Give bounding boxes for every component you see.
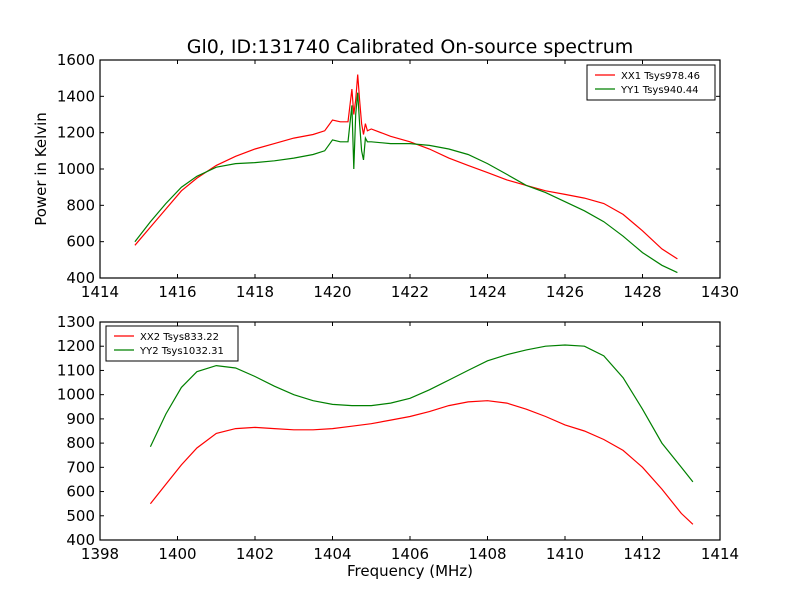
legend-entry: YY1 Tsys940.44 (620, 85, 699, 96)
x-tick-label: 1416 (158, 283, 196, 301)
y-tick-label: 800 (66, 434, 95, 452)
y-axis-label: Power in Kelvin (32, 112, 50, 226)
y-tick-label: 1600 (57, 51, 95, 69)
y-tick-label: 800 (66, 196, 95, 214)
y-tick-label: 400 (66, 531, 95, 549)
x-tick-label: 1412 (623, 545, 661, 563)
legend-entry: XX1 Tsys978.46 (621, 71, 700, 82)
bottom-plot: 1398 1400 1402 1404 1406 1408 1410 1412 1414 400 5… (57, 313, 739, 580)
y-tick-label: 900 (66, 410, 95, 428)
x-tick-label: 1418 (236, 283, 274, 301)
x-tick-label: 1402 (236, 545, 274, 563)
y-tick-label: 1200 (57, 337, 95, 355)
x-tick-label: 1424 (468, 283, 506, 301)
y-tick-label: 700 (66, 458, 95, 476)
x-tick-label: 1426 (546, 283, 584, 301)
x-tick-label: 1400 (158, 545, 196, 563)
legend-entry: XX2 Tsys833.22 (140, 332, 219, 343)
x-tick-label: 1430 (701, 283, 739, 301)
series-line-xx (134, 74, 678, 260)
legend-box (105, 325, 239, 362)
top-plot: 1414 1416 1418 1420 1422 1424 1426 1428 1430 400 6… (32, 51, 739, 301)
series-line-yy (134, 92, 678, 274)
x-tick-label: 1422 (391, 283, 429, 301)
y-tick-label: 1300 (57, 313, 95, 331)
y-tick-label: 1000 (57, 160, 95, 178)
legend-box (586, 64, 716, 101)
series-line-xx (149, 400, 694, 525)
chart-title: Gl0, ID:131740 Calibrated On-source spec… (187, 36, 634, 58)
x-tick-label: 1398 (81, 545, 119, 563)
y-tick-label: 1000 (57, 386, 95, 404)
y-tick-label: 600 (66, 483, 95, 501)
legend-entry: YY2 Tsys1032.31 (139, 346, 224, 357)
y-tick-label: 600 (66, 233, 95, 251)
x-tick-label: 1428 (623, 283, 661, 301)
y-tick-label: 1100 (57, 361, 95, 379)
x-tick-label: 1406 (391, 545, 429, 563)
x-tick-label: 1408 (468, 545, 506, 563)
y-tick-label: 500 (66, 507, 95, 525)
y-tick-label: 1200 (57, 124, 95, 142)
y-tick-label: 1400 (57, 87, 95, 105)
x-tick-label: 1420 (313, 283, 351, 301)
series-line-yy (149, 344, 694, 483)
y-tick-label: 400 (66, 269, 95, 287)
x-tick-label: 1414 (81, 283, 119, 301)
x-tick-label: 1410 (546, 545, 584, 563)
x-tick-label: 1414 (701, 545, 739, 563)
x-axis-label: Frequency (MHz) (347, 562, 473, 580)
x-tick-label: 1404 (313, 545, 351, 563)
